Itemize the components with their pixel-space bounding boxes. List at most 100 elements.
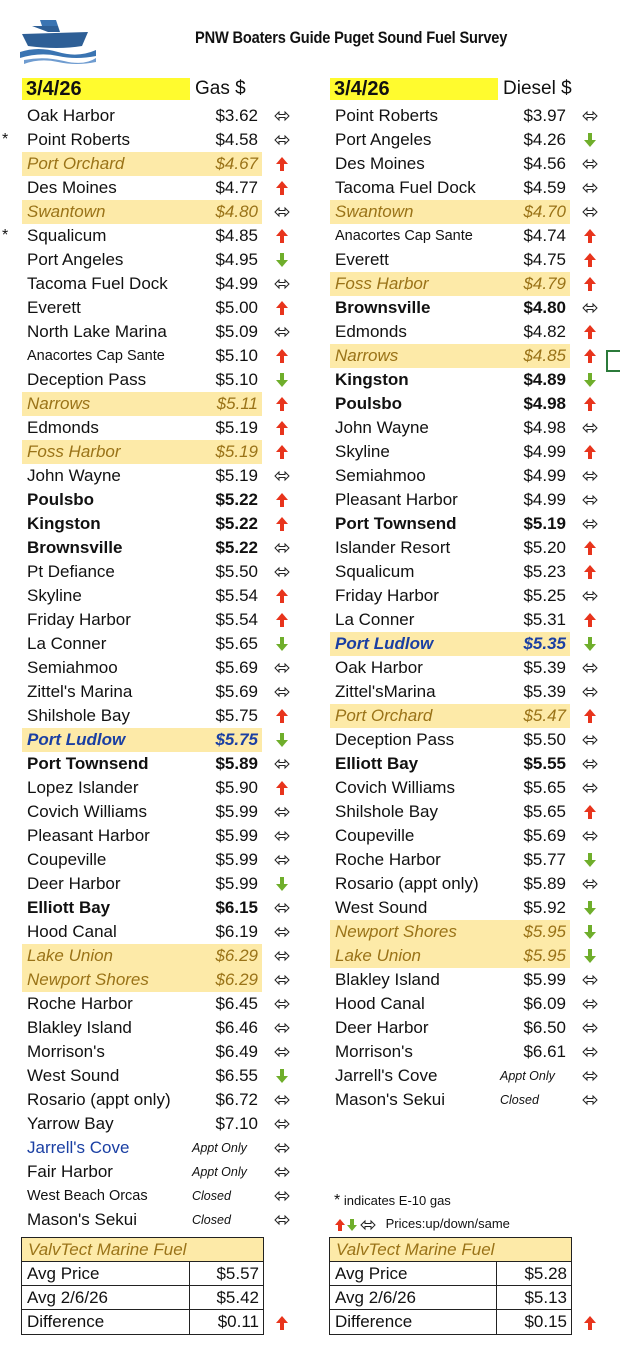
same-arrow-icon xyxy=(582,878,598,890)
fuel-price: $4.75 xyxy=(523,250,566,269)
down-arrow-icon xyxy=(276,253,288,267)
fuel-price: $5.99 xyxy=(523,970,566,989)
fuel-price: $4.85 xyxy=(523,346,566,365)
fuel-price: $5.95 xyxy=(523,946,566,965)
fuel-price: $5.77 xyxy=(523,850,566,869)
marina-name: Port Angeles xyxy=(27,250,124,269)
diesel-row: John Wayne $4.98 xyxy=(330,416,598,440)
marina-name: Hood Canal xyxy=(27,922,117,941)
up-arrow-icon xyxy=(584,397,596,411)
up-arrow-icon xyxy=(276,613,288,627)
gas-row: * Squalicum $4.85 xyxy=(2,224,288,248)
marina-name: Pt Defiance xyxy=(27,562,115,581)
gas-row: North Lake Marina $5.09 xyxy=(22,320,290,344)
up-arrow-icon xyxy=(584,565,596,579)
fuel-price: $5.47 xyxy=(523,706,566,725)
marina-name: Port Ludlow xyxy=(27,730,126,749)
same-arrow-icon xyxy=(582,422,598,434)
diesel-row: Brownsville $4.80 xyxy=(330,296,598,320)
fuel-price: $6.29 xyxy=(215,970,258,989)
same-arrow-icon xyxy=(274,854,290,866)
diesel-row: Anacortes Cap Sante $4.74 xyxy=(330,224,596,248)
marina-name: Covich Williams xyxy=(27,802,147,821)
e10-legend-text: indicates E-10 gas xyxy=(343,1193,451,1208)
fuel-price: $6.55 xyxy=(215,1066,258,1085)
marina-name: Elliott Bay xyxy=(27,898,111,917)
same-arrow-icon xyxy=(582,494,598,506)
diesel-row: La Conner $5.31 xyxy=(330,608,596,632)
e10-legend: * indicates E-10 gas xyxy=(334,1192,451,1210)
same-arrow-icon xyxy=(274,110,290,122)
fuel-price: Appt Only xyxy=(192,1165,247,1179)
marina-name: Brownsville xyxy=(335,298,431,317)
fuel-price: $5.25 xyxy=(523,586,566,605)
gas-row: Morrison's $6.49 xyxy=(22,1040,290,1064)
gas-summary-box: ValvTect Marine Fuel Avg Price $5.57 Avg… xyxy=(21,1237,264,1335)
marina-name: Squalicum xyxy=(335,562,415,581)
gas-row: Oak Harbor $3.62 xyxy=(22,104,290,128)
marina-name: Squalicum xyxy=(27,226,107,245)
down-arrow-icon xyxy=(276,877,288,891)
fuel-price: $5.75 xyxy=(215,730,258,749)
marina-name: La Conner xyxy=(27,634,107,653)
gas-row: West Beach Orcas Closed xyxy=(22,1184,290,1208)
up-arrow-icon xyxy=(276,589,288,603)
diesel-row: Foss Harbor $4.79 xyxy=(330,272,596,296)
fuel-price: $4.80 xyxy=(215,202,258,221)
diesel-row: Des Moines $4.56 xyxy=(330,152,598,176)
same-arrow-icon xyxy=(582,302,598,314)
boat-logo-icon xyxy=(20,20,96,64)
diesel-row: Port Orchard $5.47 xyxy=(330,704,596,728)
same-arrow-icon xyxy=(582,1022,598,1034)
gas-row: Coupeville $5.99 xyxy=(22,848,290,872)
same-arrow-icon xyxy=(582,206,598,218)
marina-name: Friday Harbor xyxy=(27,610,131,629)
fuel-price: $4.82 xyxy=(523,322,566,341)
marina-name: Poulsbo xyxy=(335,394,403,413)
gas-row: Port Angeles $4.95 xyxy=(22,248,288,272)
gas-date: 3/4/26 xyxy=(22,78,190,100)
fuel-price: $4.85 xyxy=(215,226,258,245)
diesel-row: Tacoma Fuel Dock $4.59 xyxy=(330,176,598,200)
diesel-row: Everett $4.75 xyxy=(330,248,596,272)
fuel-price: $5.39 xyxy=(523,658,566,677)
gas-row: Blakley Island $6.46 xyxy=(22,1016,290,1040)
gas-avg-label: Avg Price xyxy=(27,1264,100,1283)
fuel-price: $4.98 xyxy=(523,418,566,437)
diesel-row: Squalicum $5.23 xyxy=(330,560,596,584)
marina-name: Oak Harbor xyxy=(335,658,423,677)
up-arrow-icon xyxy=(276,421,288,435)
fuel-price: $5.19 xyxy=(215,442,258,461)
fuel-price: $5.23 xyxy=(523,562,566,581)
same-arrow-icon xyxy=(274,1118,290,1130)
fuel-price: $5.65 xyxy=(523,778,566,797)
marina-name: Brownsville xyxy=(27,538,123,557)
diesel-row: Poulsbo $4.98 xyxy=(330,392,596,416)
down-arrow-icon xyxy=(276,1069,288,1083)
marina-name: Covich Williams xyxy=(335,778,455,797)
same-arrow-icon xyxy=(274,926,290,938)
diesel-row: Elliott Bay $5.55 xyxy=(330,752,598,776)
same-arrow-icon xyxy=(582,1046,598,1058)
divider xyxy=(496,1262,497,1334)
marina-name: Friday Harbor xyxy=(335,586,439,605)
same-arrow-icon xyxy=(274,1022,290,1034)
down-arrow-icon xyxy=(584,949,596,963)
fuel-price: $6.61 xyxy=(523,1042,566,1061)
same-arrow-icon xyxy=(582,734,598,746)
diesel-avg-label: Avg Price xyxy=(335,1264,408,1283)
marina-name: Newport Shores xyxy=(27,970,149,989)
diesel-summary-row: Avg Price $5.28 xyxy=(330,1262,571,1286)
marina-name: Skyline xyxy=(27,586,82,605)
up-arrow-icon xyxy=(276,709,288,723)
up-arrow-icon xyxy=(276,157,288,171)
diesel-row: Oak Harbor $5.39 xyxy=(330,656,598,680)
fuel-price: $5.99 xyxy=(215,826,258,845)
diesel-row: Rosario (appt only) $5.89 xyxy=(330,872,598,896)
marina-name: Fair Harbor xyxy=(27,1162,113,1181)
gas-row: Tacoma Fuel Dock $4.99 xyxy=(22,272,290,296)
marina-name: Swantown xyxy=(27,202,106,221)
gas-row: Fair Harbor Appt Only xyxy=(22,1160,290,1184)
fuel-price: $6.50 xyxy=(523,1018,566,1037)
